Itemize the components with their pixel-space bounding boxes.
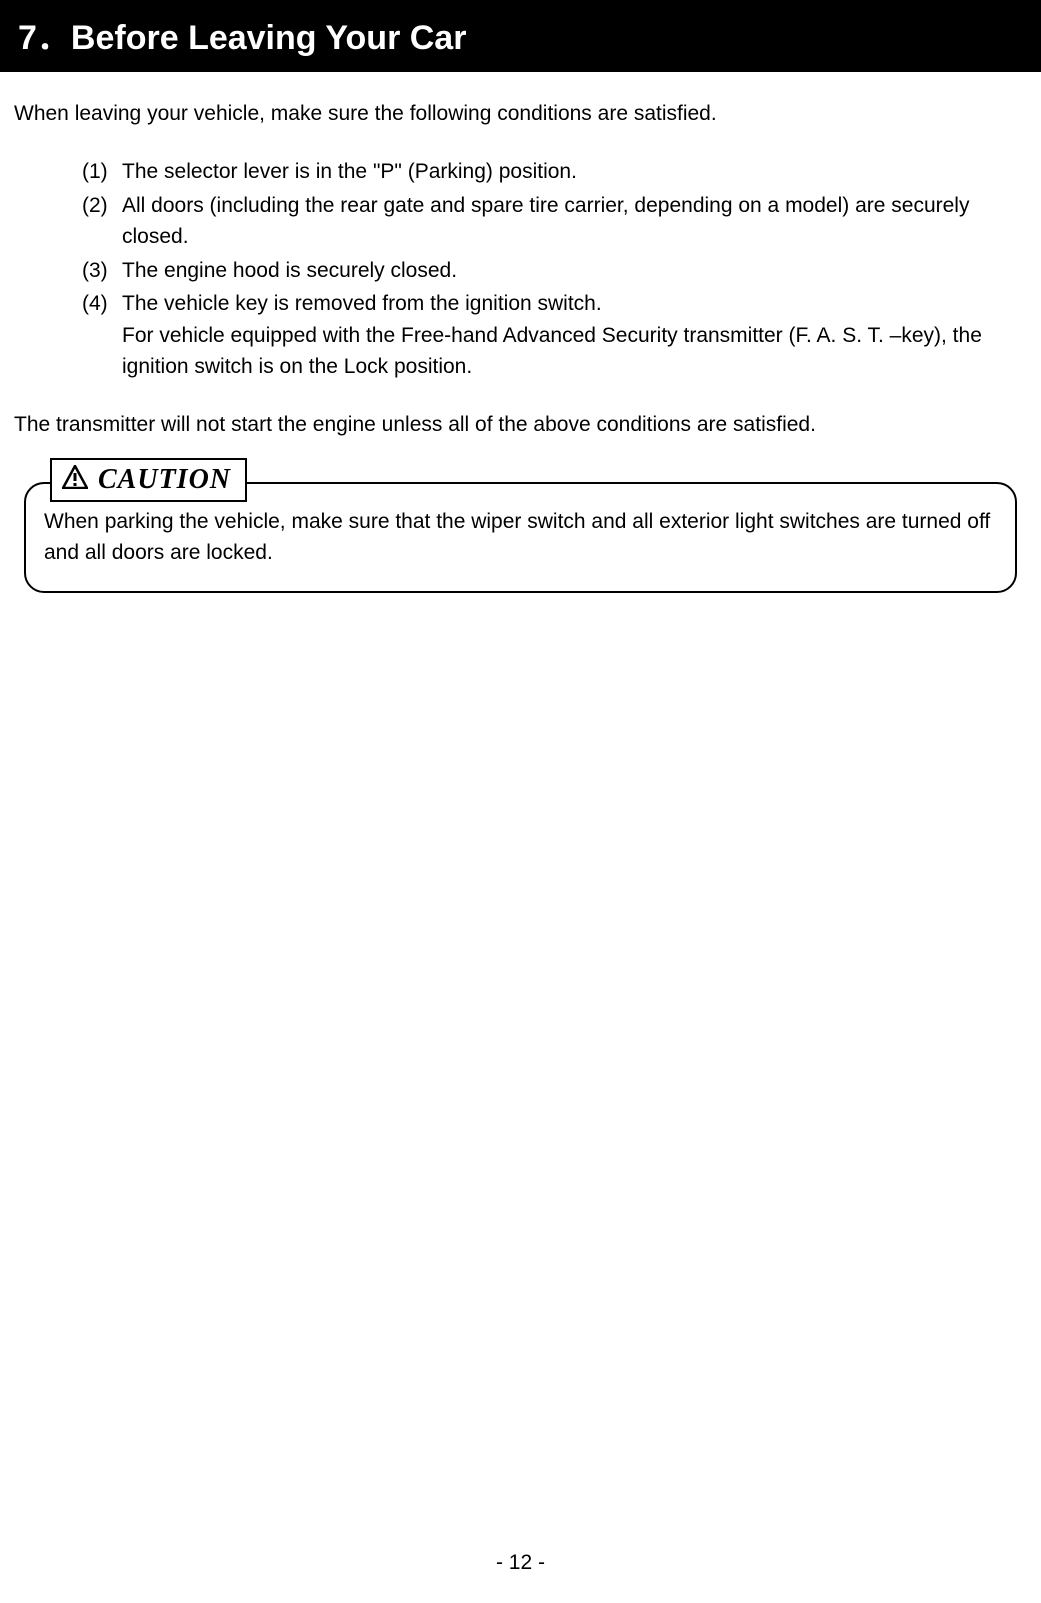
caution-text: When parking the vehicle, make sure that… [44, 506, 997, 569]
page-number: - 12 - [496, 1551, 545, 1574]
closing-text: The transmitter will not start the engin… [14, 413, 1027, 437]
section-header: 7．Before Leaving Your Car [0, 0, 1041, 72]
list-item: (4) The vehicle key is removed from the … [82, 288, 1027, 383]
caution-word: CAUTION [98, 464, 231, 496]
list-number: (4) [82, 288, 122, 383]
warning-icon [62, 465, 88, 494]
caution-label: CAUTION [50, 458, 247, 502]
list-number: (2) [82, 190, 122, 253]
caution-box: CAUTION When parking the vehicle, make s… [24, 482, 1017, 593]
list-number: (3) [82, 255, 122, 287]
list-item: (1) The selector lever is in the "P" (Pa… [82, 156, 1027, 188]
list-text: The selector lever is in the "P" (Parkin… [122, 156, 1027, 188]
list-text: The vehicle key is removed from the igni… [122, 288, 1027, 383]
intro-text: When leaving your vehicle, make sure the… [14, 102, 1027, 126]
section-number: 7． [18, 19, 71, 57]
content-area: When leaving your vehicle, make sure the… [0, 72, 1041, 593]
list-number: (1) [82, 156, 122, 188]
page-footer: - 12 - [0, 1551, 1041, 1575]
section-title: Before Leaving Your Car [71, 19, 467, 57]
list-item: (2) All doors (including the rear gate a… [82, 190, 1027, 253]
conditions-list: (1) The selector lever is in the "P" (Pa… [82, 156, 1027, 383]
list-item: (3) The engine hood is securely closed. [82, 255, 1027, 287]
list-text: All doors (including the rear gate and s… [122, 190, 1027, 253]
list-text: The engine hood is securely closed. [122, 255, 1027, 287]
